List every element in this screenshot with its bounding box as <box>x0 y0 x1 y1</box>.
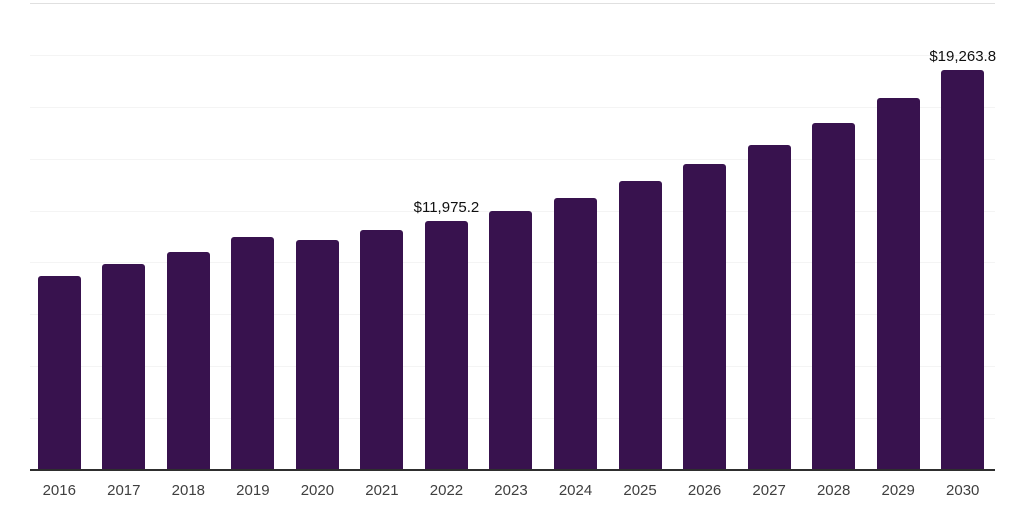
x-axis-labels: 2016 2017 2018 2019 2020 2021 2022 2023 2024 2025… <box>27 481 995 500</box>
x-tick-2022: 2022 <box>429 482 464 499</box>
bar-2030 <box>941 70 985 470</box>
bar-slot-2017 <box>92 3 157 470</box>
x-tick-2019: 2019 <box>236 482 270 499</box>
bar-2016 <box>37 275 81 470</box>
x-tick-2018: 2018 <box>171 482 206 499</box>
bar-2017 <box>102 264 146 470</box>
bar-2025 <box>618 181 662 470</box>
x-tick-2024: 2024 <box>558 482 593 499</box>
bar-slot-2016 <box>27 3 92 470</box>
x-tick-2028: 2028 <box>816 482 851 499</box>
bar-2027 <box>747 145 791 470</box>
bar-2018 <box>166 251 210 470</box>
x-tick-2017: 2017 <box>107 482 141 499</box>
bar-2020 <box>295 239 339 470</box>
bar-2021 <box>360 229 404 470</box>
bar-slot-2022: $11,975.2 <box>414 3 479 470</box>
x-tick-2030: 2030 <box>946 482 980 499</box>
bar-2023 <box>489 211 533 470</box>
bar-slot-2019 <box>221 3 286 470</box>
bar-slot-2027 <box>737 3 802 470</box>
bar-2028 <box>812 122 856 470</box>
bar-value-label-2022: $11,975.2 <box>413 199 480 217</box>
bar-2029 <box>876 97 920 470</box>
bar-slot-2025 <box>608 3 673 470</box>
bars-container: $11,975.2 $19,263.8 <box>27 3 997 470</box>
bar-slot-2029 <box>866 3 931 470</box>
bar-slot-2028 <box>801 3 866 470</box>
bar-2026 <box>683 164 727 470</box>
x-axis-line <box>30 469 995 471</box>
bar-slot-2023 <box>479 3 544 470</box>
bar-slot-2020 <box>285 3 350 470</box>
gridline <box>30 54 995 56</box>
bar-slot-2030: $19,263.8 <box>929 3 997 470</box>
x-tick-2025: 2025 <box>623 482 657 499</box>
bar-2019 <box>231 236 275 470</box>
bar-2022 <box>424 221 468 470</box>
bar-value-label-2030: $19,263.8 <box>929 48 997 66</box>
x-tick-2020: 2020 <box>300 482 335 499</box>
gridline <box>30 210 995 212</box>
x-tick-2023: 2023 <box>494 482 528 499</box>
bar-slot-2024 <box>543 3 608 470</box>
x-tick-2029: 2029 <box>881 482 915 499</box>
bar-slot-2026 <box>672 3 737 470</box>
x-tick-2021: 2021 <box>365 482 399 499</box>
x-tick-2026: 2026 <box>687 482 722 499</box>
x-tick-2016: 2016 <box>42 482 76 499</box>
bar-slot-2018 <box>156 3 221 470</box>
gridline <box>30 158 995 160</box>
gridline <box>30 3 995 4</box>
bar-slot-2021 <box>350 3 415 470</box>
bar-2024 <box>554 198 598 470</box>
x-tick-2027: 2027 <box>752 482 786 499</box>
gridline <box>30 106 995 108</box>
